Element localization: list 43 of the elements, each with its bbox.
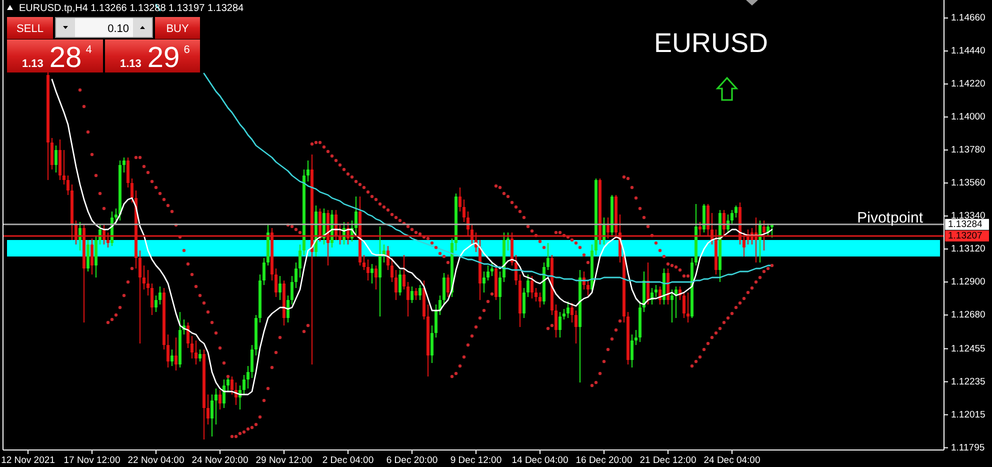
- y-tick-label: 1.13560: [951, 178, 986, 188]
- y-tick-label: 1.14440: [951, 46, 986, 56]
- y-tick-label: 1.12015: [951, 409, 986, 420]
- x-tick-label: 16 Dec 20:00: [576, 455, 632, 466]
- x-tick-label: 6 Dec 20:00: [386, 455, 438, 466]
- sell-price-button: 1.13 28$^{4}$: [7, 40, 103, 74]
- buy-price-button: 1.13 29$^{6}$: [105, 40, 200, 74]
- line-series: [51, 78, 773, 396]
- y-tick-label: 1.11795: [951, 442, 985, 454]
- x-tick-label: 2 Dec 04:00: [322, 455, 374, 466]
- y-tick-label: 1.13780: [951, 144, 986, 156]
- y-tick-label: 1.14000: [951, 112, 986, 122]
- buy-button: BUY: [155, 17, 200, 39]
- annotation: 0.10: [108, 23, 129, 35]
- x-tick-label: 21 Dec 12:00: [640, 455, 696, 466]
- x-tick-label: 12 Nov 2021: [1, 455, 55, 466]
- annotation: 1.13 28$^{4}$: [22, 42, 92, 74]
- annotation: 1.13 29$^{6}$: [120, 42, 190, 74]
- x-tick-label: 24 Dec 04:00: [704, 455, 760, 466]
- x-tick-label: 22 Nov 04:00: [128, 455, 184, 466]
- x-tick-label: 17 Nov 12:00: [64, 455, 120, 466]
- annotation: SELL: [16, 23, 44, 35]
- y-tick-label: 1.14660: [951, 12, 986, 24]
- y-tick-label: 1.12455: [951, 343, 986, 354]
- x-tick-label: 24 Nov 20:00: [192, 455, 248, 466]
- x-tick-label: 9 Dec 12:00: [450, 455, 502, 466]
- lot-size-field: 0.10: [55, 17, 153, 38]
- candlestick: [686, 292, 690, 322]
- y-tick-label: 1.12900: [951, 276, 986, 288]
- ref-line-label: 1.13207: [948, 230, 982, 242]
- annotation: BUY: [166, 23, 190, 35]
- x-tick-label: 29 Nov 12:00: [256, 455, 312, 466]
- y-tick-label: 1.14220: [951, 78, 986, 90]
- y-tick-label: 1.12680: [951, 310, 986, 320]
- y-tick-label: 1.13120: [951, 244, 986, 254]
- x-tick-label: 14 Dec 04:00: [512, 455, 568, 466]
- sell-button: SELL: [7, 17, 53, 39]
- candlestick: [62, 150, 66, 184]
- text: EURUSD: [654, 28, 768, 58]
- ref-line-label: 1.13284: [948, 218, 982, 230]
- y-tick-label: 1.13340: [951, 210, 986, 222]
- y-tick-label: 1.12235: [951, 376, 986, 388]
- annotation: Pivotpoint: [857, 209, 924, 226]
